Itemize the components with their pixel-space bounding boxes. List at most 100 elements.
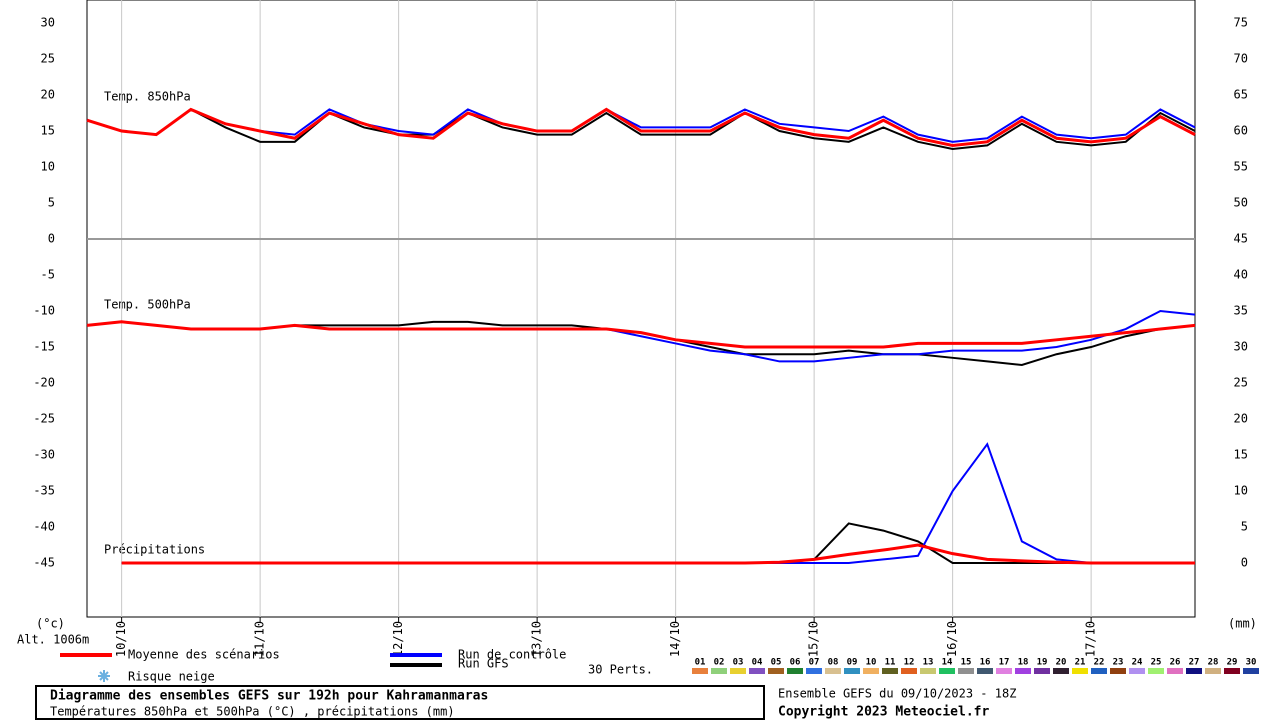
perturbation-label: 24: [1132, 658, 1143, 668]
y2-tick-label: 40: [1234, 268, 1248, 282]
perturbation-swatch: [768, 668, 784, 674]
y-tick-label: -5: [41, 268, 55, 282]
perturbation-label: 02: [714, 658, 725, 668]
perturbation-swatch: [844, 668, 860, 674]
perturbation-label: 07: [809, 658, 820, 668]
perturbation-swatch: [1148, 668, 1164, 674]
perturbation-label: 01: [695, 658, 706, 668]
y-tick-label: -40: [33, 520, 55, 534]
perturbation-label: 08: [828, 658, 839, 668]
perturbation-label: 04: [752, 658, 763, 668]
perturbation-swatch: [711, 668, 727, 674]
perturbation-swatch: [939, 668, 955, 674]
perturbation-label: 21: [1075, 658, 1086, 668]
perturbation-swatch: [1167, 668, 1183, 674]
altitude: Alt. 1006m: [17, 633, 89, 647]
perturbation-swatch: [977, 668, 993, 674]
perturbation-swatch: [1129, 668, 1145, 674]
perturbation-label: 06: [790, 658, 801, 668]
y-tick-label: -20: [33, 376, 55, 390]
perturbation-swatch: [1091, 668, 1107, 674]
series-line: [86, 108, 1196, 151]
x-tick-label: 15/10: [807, 621, 821, 657]
y-tick-label: 5: [48, 196, 55, 210]
x-tick-label: 12/10: [391, 621, 405, 657]
perturbation-swatch: [730, 668, 746, 674]
perturbation-label: 18: [1018, 658, 1029, 668]
y-tick-label: 30: [41, 16, 55, 30]
y2-tick-label: 25: [1234, 376, 1248, 390]
perturbation-label: 19: [1037, 658, 1048, 668]
perturbations-label: 30 Perts.: [588, 663, 653, 677]
y2-tick-label: 45: [1234, 232, 1248, 246]
x-tick-label: 17/10: [1084, 621, 1098, 657]
y2-tick-label: 50: [1234, 196, 1248, 210]
y2-tick-label: 55: [1234, 160, 1248, 174]
perturbation-swatch: [882, 668, 898, 674]
perturbation-label: 14: [942, 658, 953, 668]
perturbation-label: 25: [1151, 658, 1162, 668]
x-tick-label: 11/10: [253, 621, 267, 657]
plot-frame: [86, 0, 1196, 618]
snow-label: Risque neige: [128, 670, 215, 684]
perturbation-swatch: [901, 668, 917, 674]
perturbation-swatch: [863, 668, 879, 674]
perturbation-swatch: [996, 668, 1012, 674]
y-tick-label: -25: [33, 412, 55, 426]
y-tick-label: 10: [41, 160, 55, 174]
perturbation-label: 15: [961, 658, 972, 668]
perturbation-label: 11: [885, 658, 896, 668]
perturbation-swatch: [920, 668, 936, 674]
perturbation-swatch: [1110, 668, 1126, 674]
y-tick-label: -30: [33, 448, 55, 462]
y-tick-label: 15: [41, 124, 55, 138]
y2-tick-label: 60: [1234, 124, 1248, 138]
y-tick-label: -10: [33, 304, 55, 318]
x-tick-label: 16/10: [945, 621, 959, 657]
perturbation-swatch: [1015, 668, 1031, 674]
x-tick-label: 14/10: [668, 621, 682, 657]
y2-tick-label: 30: [1234, 340, 1248, 354]
y-tick-label: -15: [33, 340, 55, 354]
title-box: [35, 685, 765, 720]
perturbation-label: 29: [1227, 658, 1238, 668]
y2-tick-label: 10: [1234, 484, 1248, 498]
x-tick-label: 13/10: [530, 621, 544, 657]
perturbation-label: 09: [847, 658, 858, 668]
perturbation-swatch: [1034, 668, 1050, 674]
panel-label: Temp. 500hPa: [104, 298, 191, 312]
perturbation-swatch: [692, 668, 708, 674]
perturbation-label: 30: [1246, 658, 1257, 668]
perturbation-label: 12: [904, 658, 915, 668]
perturbation-label: 17: [999, 658, 1010, 668]
perturbation-swatch: [1205, 668, 1221, 674]
y-tick-label: -45: [33, 556, 55, 570]
y2-tick-label: 70: [1234, 52, 1248, 66]
legend-label: Run GFS: [458, 657, 509, 671]
perturbation-label: 27: [1189, 658, 1200, 668]
perturbation-label: 03: [733, 658, 744, 668]
subtitle: Températures 850hPa et 500hPa (°C) , pré…: [50, 705, 455, 719]
perturbation-swatch: [1053, 668, 1069, 674]
perturbation-swatch: [825, 668, 841, 674]
perturbation-label: 20: [1056, 658, 1067, 668]
perturbation-label: 28: [1208, 658, 1219, 668]
y2-tick-label: 0: [1241, 556, 1248, 570]
perturbation-swatch: [1224, 668, 1240, 674]
run-info: Ensemble GEFS du 09/10/2023 - 18Z: [778, 687, 1016, 701]
y-tick-label: -35: [33, 484, 55, 498]
y-tick-label: 0: [48, 232, 55, 246]
perturbation-label: 05: [771, 658, 782, 668]
perturbation-label: 26: [1170, 658, 1181, 668]
unit-right: (mm): [1228, 617, 1257, 631]
y2-tick-label: 5: [1241, 520, 1248, 534]
copyright: Copyright 2023 Meteociel.fr: [778, 705, 989, 720]
series-line: [86, 107, 1196, 147]
y2-tick-label: 35: [1234, 304, 1248, 318]
perturbation-swatch: [1243, 668, 1259, 674]
perturbation-label: 10: [866, 658, 877, 668]
legend-label: Moyenne des scénarios: [128, 648, 280, 662]
y2-tick-label: 75: [1234, 16, 1248, 30]
perturbation-swatch: [958, 668, 974, 674]
